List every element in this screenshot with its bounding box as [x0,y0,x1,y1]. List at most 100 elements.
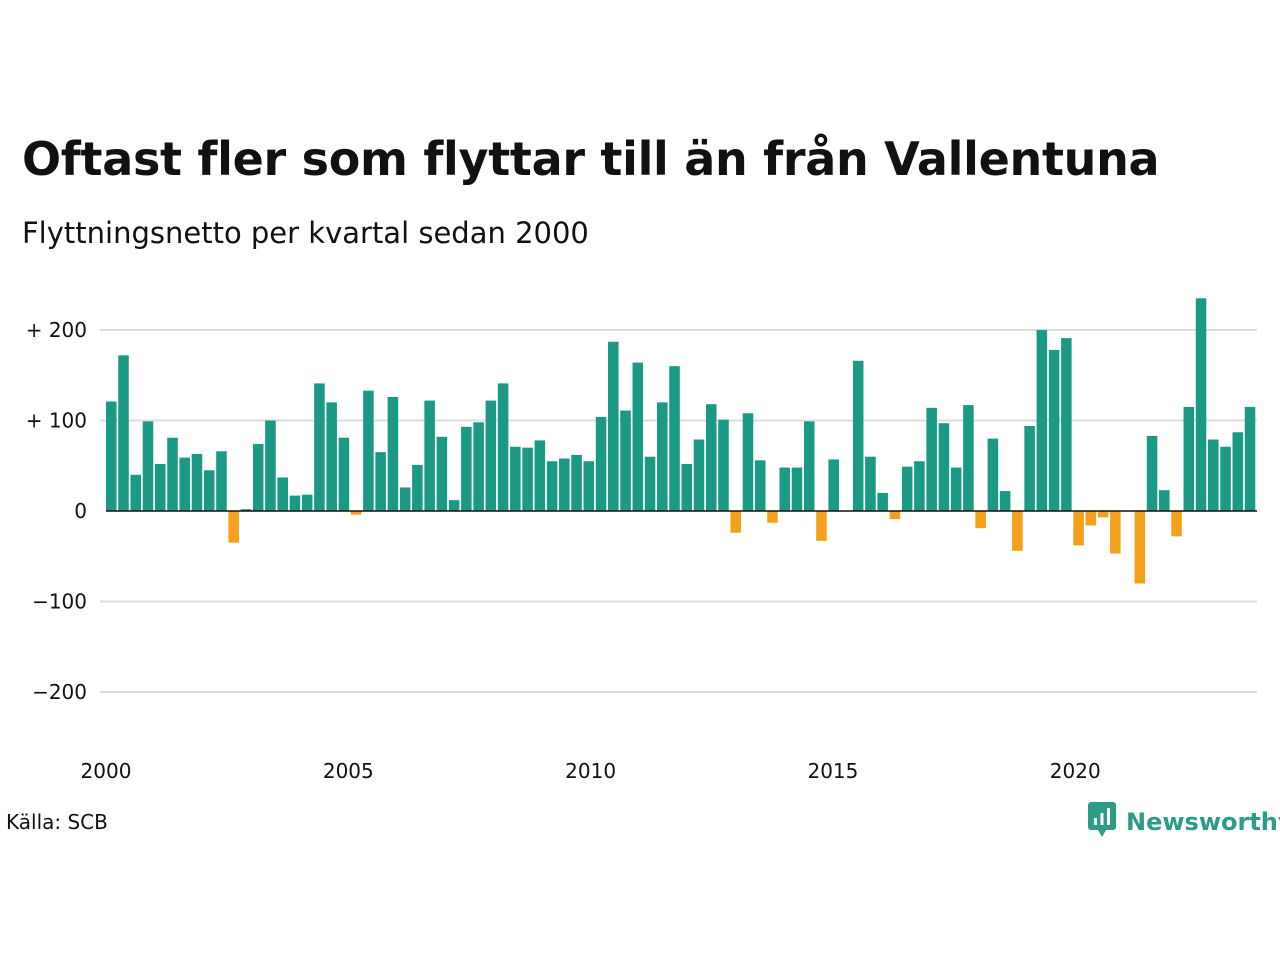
bar [1024,425,1035,511]
bar [1048,349,1060,511]
bar [1159,490,1170,512]
bar [240,509,252,511]
bar [522,447,533,511]
bar [742,413,754,511]
bar [608,341,619,511]
bar [179,457,190,512]
bar [571,454,582,511]
bar [669,366,680,511]
bar [767,511,778,523]
bar [938,423,950,511]
bar [1073,511,1084,546]
y-axis-ticks: + 200 + 100 0 −100 −200 [26,318,87,704]
bar [1012,511,1023,551]
bar [1036,330,1048,511]
bar [1171,511,1182,537]
bar [901,466,913,511]
bar [987,438,999,511]
y-tick-label: −200 [32,680,87,704]
bar [399,487,411,511]
bar [203,470,215,511]
x-tick-label: 2000 [81,759,132,783]
y-tick-label: + 200 [26,318,87,342]
bar [326,402,337,511]
bar [705,404,717,511]
bars [106,298,1256,584]
bar [963,405,974,512]
bar [350,511,362,515]
bar [1110,511,1121,554]
bar [265,420,276,511]
bar [595,416,607,511]
bar [448,500,460,511]
bar [1134,511,1146,584]
bar [816,511,827,541]
bar [130,474,142,511]
bar [289,495,301,511]
x-tick-label: 2015 [807,759,858,783]
bar [803,421,815,511]
bar [424,400,435,511]
bar [252,444,264,511]
bar [1220,446,1231,511]
bar [510,446,521,511]
bar [559,458,570,511]
bar [852,360,864,511]
bar [387,396,399,511]
bar [828,459,839,512]
bar [1183,406,1195,512]
bar [657,402,668,511]
bar [216,451,227,511]
bar [1097,511,1109,518]
bar [1061,338,1072,511]
bar [191,453,203,512]
bar [142,421,154,511]
bar [730,511,742,533]
bar [583,461,595,511]
bar [436,436,448,511]
y-tick-label: −100 [32,590,87,614]
chart-title: Oftast fler som flyttar till än från Val… [22,132,1160,186]
bar [779,467,790,511]
x-tick-label: 2005 [323,759,374,783]
bar [1208,439,1219,511]
bar [154,463,166,511]
bar [546,461,558,511]
bar [632,362,644,511]
bar [718,419,729,512]
bar [118,355,129,511]
bar [999,491,1011,511]
bar [363,390,374,511]
bar [681,463,693,511]
bar [644,456,656,511]
bar [375,452,386,512]
bar [865,456,876,511]
bar [277,477,288,511]
y-tick-label: 0 [74,499,87,523]
bar [106,401,117,512]
bar [975,511,986,529]
bar [473,422,484,511]
bar [1085,511,1097,526]
bar [314,383,325,511]
bar [1146,435,1158,511]
bar [412,464,423,512]
bar [228,511,239,543]
bar [1244,406,1256,512]
x-tick-label: 2010 [565,759,616,783]
x-tick-label: 2020 [1050,759,1101,783]
bar [497,383,509,511]
chart-subtitle: Flyttningsnetto per kvartal sedan 2000 [22,216,589,250]
bar [877,492,888,511]
x-axis-ticks: 2000 2005 2010 2015 2020 [81,759,1101,783]
bar [167,437,178,511]
source-label: Källa: SCB [6,810,108,834]
bar [301,494,313,511]
bar [1195,298,1207,511]
bar [950,467,962,511]
brand-logo[interactable]: Newsworthy [1088,802,1280,842]
bar [754,460,766,511]
bar [1232,432,1244,511]
bar [693,439,705,511]
